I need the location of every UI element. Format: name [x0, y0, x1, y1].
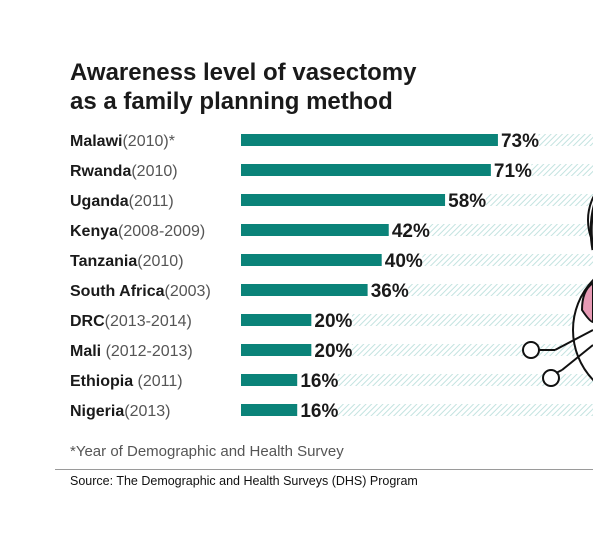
bar — [241, 164, 491, 176]
value-label: 16% — [300, 371, 338, 392]
bar — [241, 374, 298, 386]
footnote: *Year of Demographic and Health Survey — [70, 443, 344, 460]
survey-year: (2010) — [137, 253, 183, 270]
bar-row: Nigeria(2013) 16% — [70, 400, 593, 422]
country-name: Malawi — [70, 133, 122, 150]
bar — [241, 134, 498, 146]
bar-row: Mali (2012-2013) 20% — [70, 340, 593, 362]
value-label-bg — [297, 400, 338, 420]
value-label-bg — [445, 190, 486, 210]
category-label: Tanzania(2010) — [70, 253, 184, 270]
value-label-bg — [311, 310, 352, 330]
bar-row: Tanzania(2010) 40% — [70, 250, 593, 272]
value-label: 42% — [392, 221, 430, 242]
country-name: DRC — [70, 313, 105, 330]
value-label-bg — [297, 370, 338, 390]
category-label: Uganda(2011) — [70, 193, 174, 210]
chart-title: Awareness level of vasectomy as a family… — [70, 58, 510, 116]
category-label: Malawi(2010)* — [70, 133, 175, 150]
scissors-icon — [522, 195, 593, 387]
country-name: Uganda — [70, 193, 129, 210]
country-name: South Africa — [70, 283, 165, 300]
value-label-bg — [311, 340, 352, 360]
country-name: Mali — [70, 343, 101, 360]
chart-title-line-1: Awareness level of vasectomy — [70, 59, 417, 86]
country-name: Rwanda — [70, 163, 131, 180]
bar — [241, 314, 312, 326]
survey-year: (2011) — [129, 193, 174, 210]
bar-row: Malawi(2010)* 73% — [70, 130, 593, 152]
value-label-bg — [388, 220, 430, 240]
survey-year: (2013-2014) — [105, 313, 192, 330]
bar — [241, 404, 298, 416]
bar-row: Rwanda(2010) 71% — [70, 160, 593, 182]
survey-year: (2013) — [124, 403, 170, 420]
value-label: 20% — [314, 341, 352, 362]
bar — [241, 194, 446, 206]
value-label: 58% — [448, 191, 486, 212]
survey-year: (2008-2009) — [118, 223, 205, 240]
value-label: 20% — [314, 311, 352, 332]
value-label: 73% — [501, 131, 539, 152]
bar — [241, 344, 312, 356]
category-label: Rwanda(2010) — [70, 163, 178, 180]
category-label: South Africa(2003) — [70, 283, 211, 300]
country-name: Nigeria — [70, 403, 124, 420]
bar-row: DRC(2013-2014) 20% — [70, 310, 593, 332]
value-label-bg — [367, 280, 409, 300]
survey-year: (2003) — [165, 283, 211, 300]
value-label: 36% — [371, 281, 409, 302]
bar — [241, 254, 382, 266]
country-name: Tanzania — [70, 253, 137, 270]
chart-title-line-2: as a family planning method — [70, 88, 393, 115]
value-label: 40% — [385, 251, 423, 272]
country-name: Kenya — [70, 223, 118, 240]
category-label: Ethiopia (2011) — [70, 373, 183, 390]
value-label: 16% — [300, 401, 338, 422]
divider — [55, 469, 593, 470]
source-note: Source: The Demographic and Health Surve… — [70, 474, 418, 488]
bar-row: Kenya(2008-2009) 42% — [70, 220, 593, 242]
bar — [241, 284, 368, 296]
category-label: Nigeria(2013) — [70, 403, 171, 420]
category-label: DRC(2013-2014) — [70, 313, 192, 330]
bar-row: Ethiopia (2011) 16% — [70, 370, 593, 392]
category-label: Mali (2012-2013) — [70, 343, 193, 360]
bar-row: Uganda(2011) 58% — [70, 190, 593, 212]
bar — [241, 224, 389, 236]
value-label-bg — [490, 160, 532, 180]
bar-row: South Africa(2003) 36% — [70, 280, 593, 302]
country-name: Ethiopia — [70, 373, 133, 390]
survey-year: (2011) — [133, 373, 183, 390]
value-label-bg — [497, 130, 539, 150]
value-label-bg — [381, 250, 423, 270]
survey-year: (2010) — [131, 163, 177, 180]
survey-year: (2012-2013) — [101, 343, 193, 360]
category-label: Kenya(2008-2009) — [70, 223, 205, 240]
survey-year: (2010)* — [122, 133, 174, 150]
value-label: 71% — [494, 161, 532, 182]
bars-layer: Malawi(2010)* 73%Rwanda(2010) 71%Uganda(20… — [70, 130, 593, 422]
